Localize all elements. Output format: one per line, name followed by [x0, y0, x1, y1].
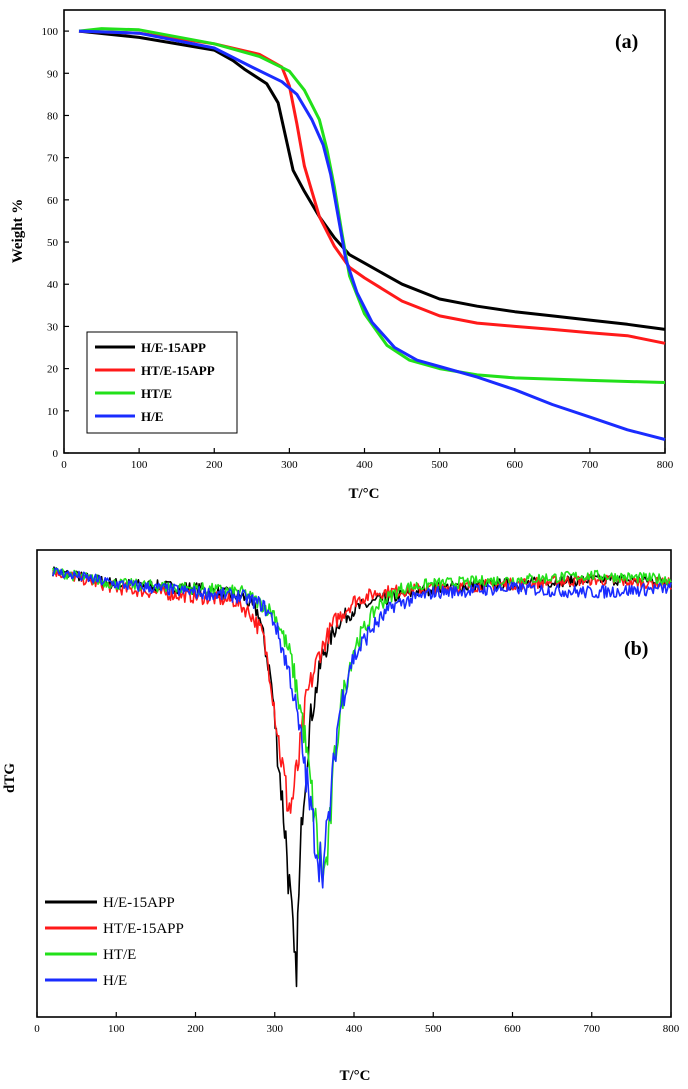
x-tick-label: 0 — [34, 1023, 40, 1035]
x-tick-label: 0 — [61, 459, 67, 471]
legend-label: H/E-15APP — [103, 895, 175, 911]
panel-b-y-axis-label: dTG — [2, 763, 18, 793]
panel-b-x-axis-label: T/°C — [339, 1068, 370, 1084]
y-tick-label: 30 — [47, 321, 59, 333]
series-line-ht-e-15app — [78, 29, 666, 345]
y-tick-label: 90 — [47, 68, 59, 80]
panel-a-legend: H/E-15APP HT/E-15APP HT/E H/E — [86, 331, 238, 434]
legend-label: H/E-15APP — [141, 340, 206, 355]
x-tick-label: 600 — [507, 459, 524, 471]
legend-label: HT/E-15APP — [141, 363, 215, 378]
series-line-ht-e — [52, 567, 672, 884]
panel-b-label: (b) — [624, 638, 648, 660]
x-tick-label: 300 — [281, 459, 298, 471]
x-tick-label: 200 — [206, 459, 223, 471]
y-tick-label: 50 — [47, 237, 59, 249]
panel-a-x-axis-label: T/°C — [348, 486, 379, 502]
y-tick-label: 40 — [47, 279, 59, 291]
x-tick-label: 300 — [267, 1023, 284, 1035]
panel-b-dtg-chart: 0 100 200 300 400 500 600 700 800 (b) T/°C dTG H… — [2, 549, 680, 1084]
x-tick-label: 500 — [425, 1023, 442, 1035]
legend-label: HT/E-15APP — [103, 921, 184, 937]
series-line-ht-e-15app — [52, 568, 672, 814]
x-tick-label: 800 — [657, 459, 674, 471]
legend-label: H/E — [103, 973, 127, 989]
panel-a-label: (a) — [615, 31, 638, 53]
y-tick-label: 70 — [47, 153, 59, 165]
legend-label: HT/E — [103, 947, 136, 963]
panel-a-tga-chart: 0 100 200 300 400 500 600 700 800 0 10 20 30 40 50 60 70… — [10, 9, 674, 502]
x-tick-label: 400 — [346, 1023, 363, 1035]
series-line-h-e-15app — [78, 29, 666, 331]
y-tick-label: 10 — [47, 406, 59, 418]
x-tick-label: 400 — [356, 459, 373, 471]
x-tick-label: 200 — [187, 1023, 204, 1035]
x-tick-label: 700 — [584, 1023, 601, 1035]
x-tick-label: 100 — [108, 1023, 125, 1035]
y-tick-label: 100 — [42, 26, 59, 38]
series-line-h-e — [52, 567, 672, 889]
legend-label: HT/E — [141, 386, 172, 401]
y-tick-label: 60 — [47, 195, 59, 207]
x-tick-label: 500 — [431, 459, 448, 471]
x-tick-label: 700 — [582, 459, 599, 471]
x-tick-label: 600 — [504, 1023, 521, 1035]
x-tick-label: 800 — [663, 1023, 680, 1035]
y-tick-label: 80 — [47, 110, 59, 122]
panel-b-legend: H/E-15APP HT/E-15APP HT/E H/E — [45, 895, 184, 989]
x-tick-label: 100 — [131, 459, 148, 471]
series-line-h-e — [78, 29, 666, 441]
y-tick-label: 20 — [47, 364, 59, 376]
y-tick-label: 0 — [53, 448, 59, 460]
panel-a-y-axis-label: Weight % — [10, 199, 26, 264]
series-line-ht-e — [78, 27, 666, 384]
legend-label: H/E — [141, 409, 163, 424]
